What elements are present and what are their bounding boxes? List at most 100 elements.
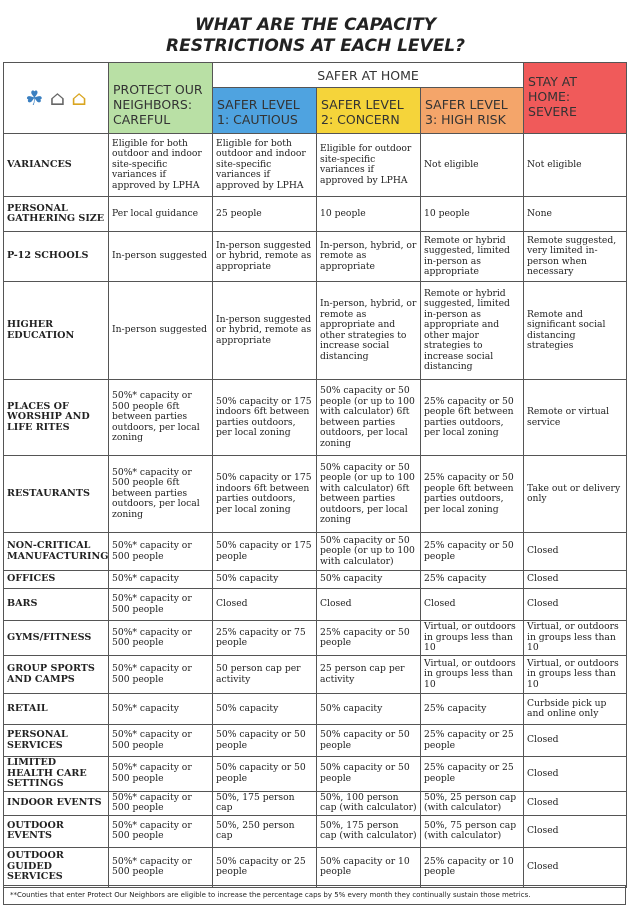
cell-level-0: In-person suggested [108,231,213,282]
header-protect-careful: PROTECT OUR NEIGHBORS: CAREFUL [108,62,213,134]
row-label: RETAIL [3,693,109,725]
table-row: BARS 50%* capacity or 500 people Closed Clo… [3,588,628,621]
cell-level-3: Virtual, or outdoors in groups less than… [419,655,525,694]
cell-level-2: 50% capacity or 50 people (or up to 100 … [316,455,421,533]
cell-level-0: 50%* capacity [108,570,213,589]
table-row: VARIANCES Eligible for both outdoor and i… [3,133,628,197]
header-icons: ☘ ⌂ ⌂ [3,62,109,134]
cell-level-3: 25% capacity or 50 people 6ft between pa… [419,379,525,456]
row-label: INDOOR EVENTS [3,790,109,816]
row-label: OUTDOOR EVENTS [3,814,109,848]
cell-level-3: Virtual, or outdoors in groups less than… [419,620,525,656]
cell-level-1: Eligible for both outdoor and indoor sit… [212,133,317,197]
cell-level-3: 25% capacity or 25 people [419,724,525,757]
row-label: LIMITED HEALTH CARE SETTINGS [3,756,109,792]
table-row: LIMITED HEALTH CARE SETTINGS 50%* capacit… [3,756,628,792]
row-label: NON-CRITICAL MANUFACTURING [3,532,109,571]
cell-level-0: 50%* capacity or 500 people 6ft between … [108,455,213,533]
cell-level-1: 50% capacity [212,693,317,725]
house-sun-icon: ⌂ [71,85,87,110]
cell-level-2: 50% capacity or 10 people [316,846,421,888]
cell-level-3: Not eligible [419,133,525,197]
title-line-2: RESTRICTIONS AT EACH LEVEL? [165,36,466,56]
cell-level-2: 50% capacity or 50 people [316,756,421,792]
header-safer-at-home: SAFER AT HOME [211,62,525,88]
cell-level-4: Closed [523,724,628,757]
cell-level-4: Virtual, or outdoors in groups less than… [523,655,628,694]
table-row: OUTDOOR GUIDED SERVICES 50%* capacity or … [3,846,628,888]
cell-level-3: Remote or hybrid suggested, limited in-p… [419,281,525,380]
cell-level-0: 50%* capacity or 500 people [108,756,213,792]
cell-level-3: 25% capacity [419,570,525,589]
cell-level-4: Closed [523,532,628,571]
cell-level-2: 50% capacity or 50 people (or up to 100 … [316,379,421,456]
cell-level-1: 25 people [212,196,317,232]
cell-level-3: 50%, 75 person cap (with calculator) [419,814,525,848]
cell-level-1: 25% capacity or 75 people [212,620,317,656]
cell-level-0: 50%* capacity or 500 people [108,588,213,621]
cell-level-4: Not eligible [523,133,628,197]
header-stay-at-home: STAY AT HOME: SEVERE [523,62,628,134]
table-row: P-12 SCHOOLS In-person suggested In-person… [3,231,628,282]
row-label: BARS [3,588,109,621]
row-label: HIGHER EDUCATION [3,281,109,380]
cell-level-3: 10 people [419,196,525,232]
cell-level-0: Eligible for both outdoor and indoor sit… [108,133,213,197]
cell-level-0: 50%* capacity [108,693,213,725]
row-label: PLACES OF WORSHIP AND LIFE RITES [3,379,109,456]
cell-level-3: 25% capacity or 10 people [419,846,525,888]
cell-level-1: 50% capacity [212,570,317,589]
table-row: PERSONAL GATHERING SIZE Per local guidanc… [3,196,628,232]
table-row: OUTDOOR EVENTS 50%* capacity or 500 peopl… [3,814,628,848]
capacity-table: ☘ ⌂ ⌂ PROTECT OUR NEIGHBORS: CAREFUL SAF… [3,62,628,888]
cell-level-2: Closed [316,588,421,621]
header-level-1: SAFER LEVEL 1: CAUTIOUS [212,87,317,134]
footnote: **Counties that enter Protect Our Neighb… [3,885,626,905]
cell-level-4: Closed [523,790,628,816]
cell-level-3: 25% capacity or 50 people [419,532,525,571]
cell-level-2: 50%, 175 person cap (with calculator) [316,814,421,848]
cell-level-2: 50% capacity [316,570,421,589]
table-row: PERSONAL SERVICES 50%* capacity or 500 pe… [3,724,628,757]
cell-level-2: 50%, 100 person cap (with calculator) [316,790,421,816]
cell-level-2: 50% capacity or 50 people (or up to 100 … [316,532,421,571]
row-label: PERSONAL GATHERING SIZE [3,196,109,232]
cell-level-0: Per local guidance [108,196,213,232]
row-label: OFFICES [3,570,109,589]
cell-level-4: Remote or virtual service [523,379,628,456]
cell-level-4: Closed [523,588,628,621]
cell-level-1: 50% capacity or 175 indoors 6ft between … [212,379,317,456]
table-row: INDOOR EVENTS 50%* capacity or 500 people… [3,790,628,816]
cell-level-3: 25% capacity or 50 people 6ft between pa… [419,455,525,533]
cell-level-4: Closed [523,756,628,792]
table-row: GYMS/FITNESS 50%* capacity or 500 people 2… [3,620,628,656]
table-row: RETAIL 50%* capacity 50% capacity 50% capac… [3,693,628,725]
cell-level-0: 50%* capacity or 500 people [108,724,213,757]
cell-level-4: Curbside pick up and online only [523,693,628,725]
cell-level-2: 50% capacity [316,693,421,725]
cell-level-1: 50 person cap per activity [212,655,317,694]
row-label: GROUP SPORTS AND CAMPS [3,655,109,694]
cell-level-2: 25 person cap per activity [316,655,421,694]
table-row: RESTAURANTS 50%* capacity or 500 people 6… [3,455,628,533]
hands-family-icon: ☘ [25,85,44,110]
cell-level-3: Closed [419,588,525,621]
cell-level-4: Closed [523,814,628,848]
cell-level-4: Closed [523,846,628,888]
cell-level-0: 50%* capacity or 500 people 6ft between … [108,379,213,456]
cell-level-1: 50%, 250 person cap [212,814,317,848]
cell-level-1: 50% capacity or 175 indoors 6ft between … [212,455,317,533]
cell-level-4: Take out or delivery only [523,455,628,533]
title-line-1: WHAT ARE THE CAPACITY [194,15,437,35]
cell-level-2: 50% capacity or 50 people [316,724,421,757]
cell-level-4: Closed [523,570,628,589]
row-label: P-12 SCHOOLS [3,231,109,282]
cell-level-1: 50%, 175 person cap [212,790,317,816]
cell-level-4: Remote and significant social distancing… [523,281,628,380]
table-row: NON-CRITICAL MANUFACTURING 50%* capacity … [3,532,628,571]
cell-level-2: 10 people [316,196,421,232]
row-label: GYMS/FITNESS [3,620,109,656]
cell-level-0: 50%* capacity or 500 people [108,790,213,816]
page-title: WHAT ARE THE CAPACITY RESTRICTIONS AT EAC… [0,0,631,56]
house-drop-icon: ⌂ [49,85,65,110]
